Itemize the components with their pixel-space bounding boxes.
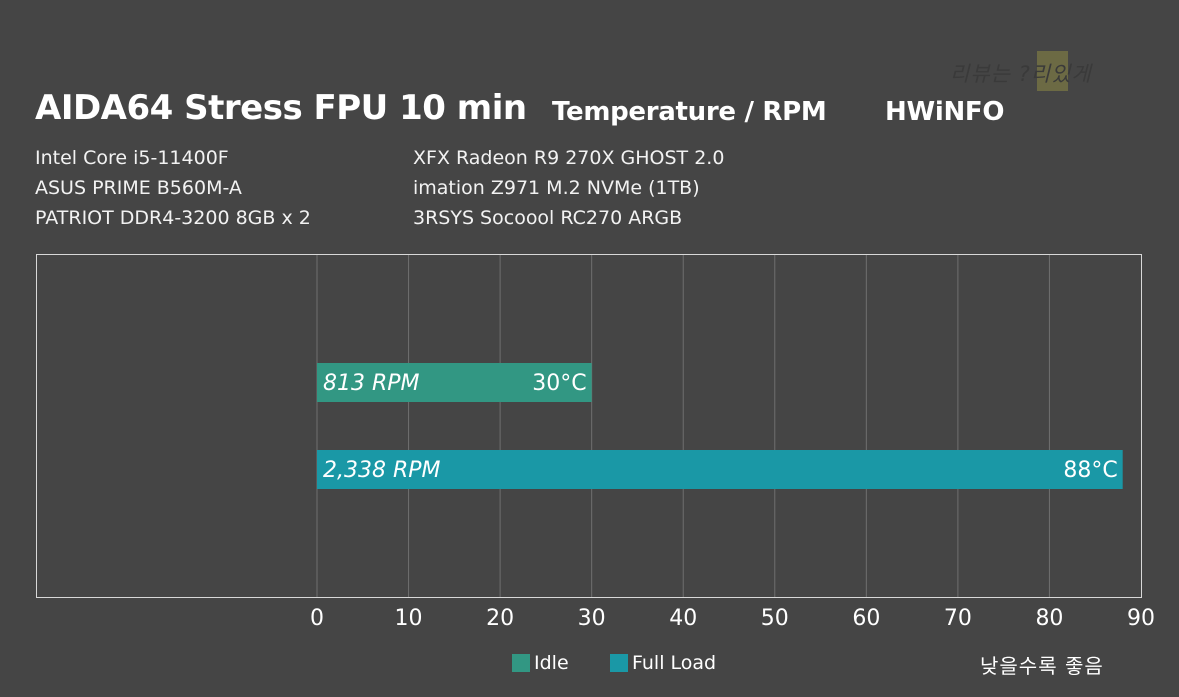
legend-swatch-idle — [512, 654, 530, 672]
data-source-label: HWiNFO — [885, 97, 1005, 127]
chart-title: AIDA64 Stress FPU 10 min — [35, 88, 527, 128]
bar-full-load — [317, 450, 1123, 489]
bar-temp-label-idle: 30°C — [532, 371, 586, 396]
watermark-text: 리뷰는 ?리있게 — [950, 62, 1092, 86]
bar-rpm-label-idle: 813 RPM — [323, 371, 420, 396]
x-tick-label-10: 10 — [395, 606, 423, 631]
watermark-logo-box — [1037, 51, 1068, 91]
x-tick-label-30: 30 — [578, 606, 606, 631]
x-tick-label-40: 40 — [669, 606, 697, 631]
chart-subtitle: Temperature / RPM — [552, 97, 827, 127]
x-tick-label-50: 50 — [761, 606, 789, 631]
spec-cpu: Intel Core i5-11400F — [35, 147, 229, 169]
spec-cooler: 3RSYS Socoool RC270 ARGB — [413, 207, 683, 229]
legend-swatch-full-load — [610, 654, 628, 672]
x-tick-label-0: 0 — [310, 606, 324, 631]
spec-memory: PATRIOT DDR4-3200 8GB x 2 — [35, 207, 311, 229]
legend-label-full-load: Full Load — [632, 652, 717, 674]
bar-temp-label-full-load: 88°C — [1063, 458, 1117, 483]
spec-storage: imation Z971 M.2 NVMe (1TB) — [413, 177, 700, 199]
x-tick-label-70: 70 — [944, 606, 972, 631]
x-tick-label-20: 20 — [486, 606, 514, 631]
lower-is-better-note: 낮을수록 좋음 — [980, 654, 1104, 678]
bar-rpm-label-full-load: 2,338 RPM — [323, 458, 441, 483]
spec-motherboard: ASUS PRIME B560M-A — [35, 177, 242, 199]
x-tick-label-80: 80 — [1035, 606, 1063, 631]
bar-idle — [317, 363, 592, 402]
spec-gpu: XFX Radeon R9 270X GHOST 2.0 — [413, 147, 725, 169]
x-tick-label-90: 90 — [1127, 606, 1155, 631]
legend-label-idle: Idle — [534, 652, 569, 674]
plot-area — [36, 254, 1142, 598]
x-tick-label-60: 60 — [852, 606, 880, 631]
